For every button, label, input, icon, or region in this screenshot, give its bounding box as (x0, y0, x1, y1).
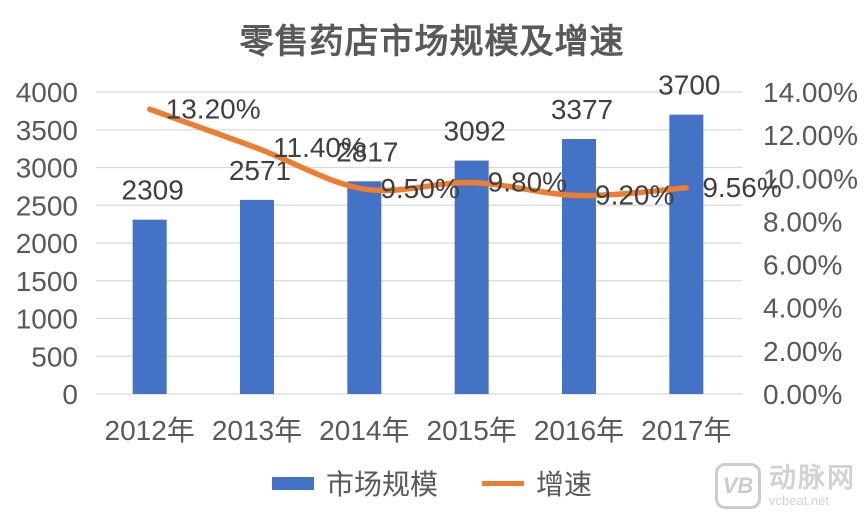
legend: 市场规模 增速 (0, 468, 864, 500)
y-axis-tick-label-left: 3000 (16, 153, 78, 184)
x-axis-tick-label: 2016年 (534, 415, 624, 446)
x-axis-tick-label: 2017年 (641, 415, 731, 446)
legend-label: 市场规模 (325, 469, 438, 500)
bar-value-label: 3092 (444, 116, 506, 147)
y-axis-tick-label-right: 6.00% (763, 250, 842, 281)
watermark-url: vcbeat.net (769, 493, 829, 508)
growth-value-label: 11.40% (273, 132, 366, 163)
bar (240, 199, 274, 394)
y-axis-tick-label-right: 2.00% (763, 336, 842, 367)
bar (669, 114, 704, 395)
bar (454, 160, 489, 394)
growth-value-label: 9.56% (702, 172, 781, 203)
y-axis-tick-label-right: 8.00% (763, 206, 842, 237)
y-axis-tick-label-left: 1000 (16, 304, 78, 335)
y-axis-tick-label-right: 14.00% (763, 77, 858, 108)
growth-value-label: 9.80% (488, 167, 567, 198)
legend-item-market-size: 市场规模 (271, 463, 438, 503)
watermark: VB 动脉网 vcbeat.net (715, 463, 856, 509)
bar-value-label: 2309 (122, 175, 184, 206)
y-axis-tick-label-left: 1500 (16, 266, 78, 297)
growth-line (146, 106, 690, 199)
y-axis-tick-label-left: 0 (62, 379, 78, 410)
y-axis-tick-label-right: 0.00% (763, 379, 842, 410)
growth-value-label: 13.20% (166, 93, 261, 124)
y-axis-tick-label-left: 2500 (16, 190, 78, 221)
x-axis-tick-label: 2012年 (105, 415, 195, 446)
x-axis-tick-label: 2014年 (319, 415, 409, 446)
x-axis-tick-label: 2013年 (212, 415, 302, 446)
watermark-name: 动脉网 (769, 463, 856, 493)
line-series-marker-icon (482, 480, 524, 486)
bar (132, 219, 167, 394)
x-axis-tick-label: 2015年 (427, 415, 517, 446)
growth-value-label: 9.20% (595, 180, 674, 211)
y-axis-tick-label-left: 4000 (16, 77, 78, 108)
bar-value-label: 2817 (336, 136, 398, 167)
y-axis-tick-label-left: 3500 (16, 115, 78, 146)
bar (562, 139, 596, 394)
chart-title: 零售药店市场规模及增速 (239, 23, 625, 61)
legend-item-growth-rate: 增速 (482, 463, 592, 503)
legend-label: 增速 (536, 469, 593, 500)
growth-value-label: 9.50% (380, 173, 459, 204)
y-axis-tick-label-left: 500 (31, 341, 78, 372)
y-axis-tick-label-left: 2000 (16, 228, 78, 259)
bar-value-label: 3700 (658, 70, 720, 101)
vcbeat-logo-icon: VB (715, 463, 761, 509)
bar (347, 181, 382, 394)
y-axis-tick-label-right: 12.00% (763, 120, 858, 151)
bar-series-marker-icon (271, 476, 314, 490)
bar-value-label: 3377 (551, 94, 613, 125)
y-axis-tick-label-right: 10.00% (763, 163, 858, 194)
y-axis-tick-label-right: 4.00% (763, 293, 842, 324)
